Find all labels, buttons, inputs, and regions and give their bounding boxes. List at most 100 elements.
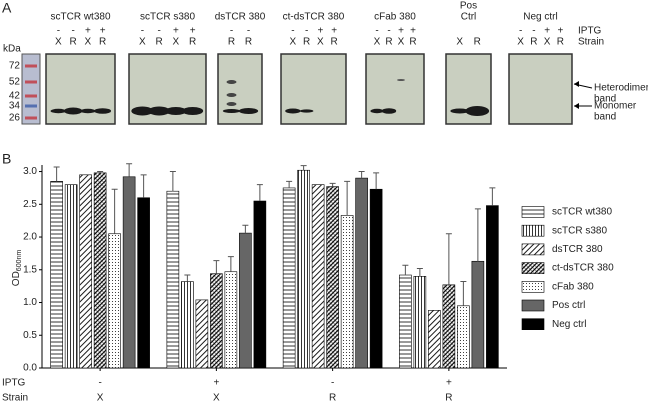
band: [299, 109, 314, 113]
panel-label: B: [2, 151, 11, 167]
band: [226, 102, 237, 106]
band: [450, 108, 470, 114]
strain-value: R: [245, 37, 252, 48]
legend-label: dsTCR 380: [552, 244, 603, 255]
bar: [93, 172, 107, 369]
strain-value: R: [474, 37, 481, 48]
legend-swatch: [521, 224, 545, 237]
kda-marker: 42: [9, 91, 21, 102]
bar: [239, 232, 252, 369]
bar: [355, 177, 368, 369]
iptg-value: +: [557, 26, 563, 37]
band: [222, 109, 241, 113]
blot-title: dsTCR 380: [215, 12, 266, 23]
error-bar: [300, 165, 307, 171]
strain-value: X: [55, 37, 62, 48]
arrowhead: [574, 103, 579, 109]
strain-value: R: [385, 37, 392, 48]
band: [238, 108, 259, 114]
iptg-value: -: [519, 26, 522, 37]
bar: [210, 273, 223, 369]
iptg-value: -: [291, 26, 294, 37]
band: [165, 107, 187, 115]
annotation: band: [594, 112, 616, 123]
strain-value: X: [173, 37, 180, 48]
bar: [297, 169, 310, 369]
band: [148, 106, 171, 116]
bar: [108, 233, 121, 369]
error-bar: [344, 180, 351, 216]
error-bar: [489, 187, 496, 206]
error-bar: [227, 256, 234, 272]
strain-value: X: [290, 37, 297, 48]
band: [465, 106, 490, 116]
y-tick-label: 1.5: [23, 264, 37, 275]
iptg-value: +: [190, 26, 196, 37]
bar: [137, 197, 150, 369]
blot: [217, 53, 263, 125]
strain-value: X: [544, 37, 551, 48]
strain-label: R: [445, 393, 452, 403]
bar: [311, 184, 325, 369]
iptg-value: -: [305, 26, 308, 37]
kda-label: kDa: [3, 44, 21, 55]
legend-swatch: [521, 262, 545, 274]
band: [50, 108, 67, 114]
legend-label: Pos ctrl: [552, 300, 585, 311]
error-bar: [111, 188, 118, 234]
iptg-value: -: [141, 26, 144, 37]
iptg-value: -: [247, 26, 250, 37]
error-bar: [126, 163, 133, 177]
blot-title: Ctrl: [461, 12, 477, 23]
iptg-value: -: [230, 26, 233, 37]
error-bar: [402, 264, 409, 276]
legend-swatch: [521, 206, 545, 218]
band: [370, 108, 384, 114]
strain-value: X: [85, 37, 92, 48]
strain-value: X: [317, 37, 324, 48]
strain-label: R: [329, 393, 336, 403]
band: [63, 107, 83, 115]
x-tick-label: -: [98, 378, 101, 389]
strain-value: X: [374, 37, 381, 48]
y-tick-label: 0.0: [23, 363, 37, 374]
band: [285, 108, 301, 114]
strain-value: R: [189, 37, 196, 48]
error-bar: [53, 166, 60, 182]
band: [226, 80, 237, 84]
ladder-band: [25, 64, 37, 68]
strain-value: X: [456, 37, 463, 48]
blot: [280, 53, 347, 125]
x-tick-label: -: [331, 378, 334, 389]
legend-label: cFab 380: [552, 281, 594, 292]
x-tick-label: +: [213, 378, 219, 389]
bar: [122, 176, 136, 369]
kda-marker: 34: [9, 101, 21, 112]
strain-label: X: [97, 393, 104, 403]
bar: [369, 188, 383, 369]
error-bar: [286, 180, 293, 188]
y-tick-label: 2.0: [23, 232, 37, 243]
annotation: band: [594, 94, 616, 105]
annotation: Monomer: [594, 101, 637, 112]
iptg-value: +: [100, 26, 106, 37]
error-bar: [460, 281, 467, 306]
blot-title: cFab 380: [374, 12, 416, 23]
band: [226, 93, 237, 97]
strain-value: X: [139, 37, 146, 48]
error-bar: [242, 224, 249, 234]
bar: [282, 187, 296, 369]
y-label-sub: 600nm: [16, 250, 23, 272]
ladder-band: [25, 94, 37, 98]
legend-label: scTCR wt380: [552, 207, 612, 218]
strain-value: X: [398, 37, 405, 48]
blot: [365, 53, 425, 125]
error-bar: [213, 260, 220, 274]
band: [397, 79, 405, 81]
iptg-value: +: [85, 26, 91, 37]
kda-marker: 26: [9, 113, 21, 124]
iptg-value: +: [331, 26, 337, 37]
error-bar: [184, 274, 191, 282]
error-bar: [140, 174, 147, 198]
x-tick-label: +: [446, 378, 452, 389]
